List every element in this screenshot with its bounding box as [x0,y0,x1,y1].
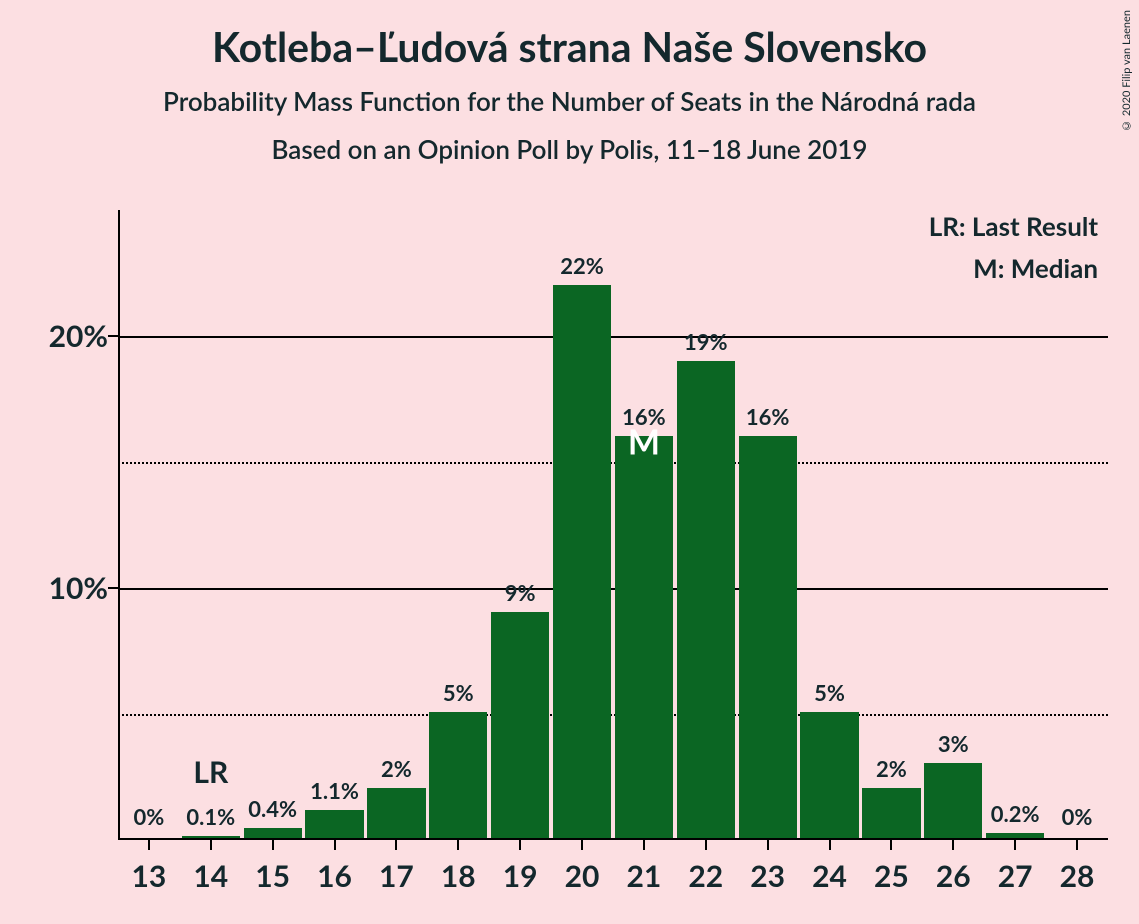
chart-container: Kotleba–Ľudová strana Naše Slovensko Pro… [0,0,1139,924]
bar-value-label: 0% [134,803,165,830]
x-axis-label: 21 [627,858,662,894]
x-axis-label: 24 [812,858,847,894]
x-tick [829,840,831,850]
bar-value-label: 0.1% [186,803,235,830]
x-axis-label: 14 [193,858,228,894]
copyright-text: © 2020 Filip van Laenen [1120,10,1133,132]
bar [800,712,858,838]
x-tick [1014,840,1016,850]
x-axis-line [118,838,1108,840]
legend-lr: LR: Last Result [929,210,1098,242]
x-tick [519,840,521,850]
y-axis-label: 20% [49,318,108,354]
x-tick [952,840,954,850]
bar [677,361,735,838]
bar-value-label: 0.2% [991,800,1040,827]
chart-subtitle: Probability Mass Function for the Number… [0,85,1139,117]
y-tick [108,587,118,589]
bar [182,836,240,839]
bar [986,833,1044,838]
bar-value-label: 5% [814,679,845,706]
legend: LR: Last Result M: Median [929,210,1098,294]
bar [305,810,363,838]
median-marker: M [628,422,660,463]
bar-value-label: 22% [560,252,604,279]
x-axis-label: 26 [936,858,971,894]
x-tick [148,840,150,850]
x-tick [395,840,397,850]
x-tick [210,840,212,850]
x-axis-label: 23 [750,858,785,894]
bar [615,436,673,838]
bar-value-label: 19% [684,328,728,355]
x-tick [705,840,707,850]
x-axis-label: 28 [1060,858,1095,894]
x-axis-label: 16 [317,858,352,894]
bar [429,712,487,838]
x-tick [334,840,336,850]
bar-value-label: 9% [505,579,536,606]
y-tick [108,335,118,337]
chart-title: Kotleba–Ľudová strana Naše Slovensko [0,0,1139,71]
bar-value-label: 2% [876,755,907,782]
bar-value-label: 16% [746,403,790,430]
bar-value-label: 1.1% [310,777,359,804]
x-axis-label: 18 [441,858,476,894]
bar [924,763,982,838]
x-axis-label: 17 [379,858,414,894]
x-tick [272,840,274,850]
bar-value-label: 3% [938,730,969,757]
bar [739,436,797,838]
x-axis-label: 19 [503,858,538,894]
bar [367,788,425,838]
bar [553,285,611,838]
y-axis-label: 10% [49,570,108,606]
x-tick [1076,840,1078,850]
gridline-minor [118,714,1108,716]
bar [862,788,920,838]
y-axis-line [118,210,120,840]
gridline-major [118,336,1108,338]
x-tick [643,840,645,850]
chart-source: Based on an Opinion Poll by Polis, 11–18… [0,133,1139,165]
bar [244,828,302,838]
bar-value-label: 0.4% [248,795,297,822]
lr-marker: LR [193,754,228,790]
x-tick [457,840,459,850]
x-axis-label: 27 [998,858,1033,894]
gridline-minor [118,462,1108,464]
x-axis-label: 20 [565,858,600,894]
x-axis-label: 25 [874,858,909,894]
bar-value-label: 0% [1062,803,1093,830]
x-axis-label: 22 [688,858,723,894]
x-axis-label: 15 [255,858,290,894]
gridline-major [118,588,1108,590]
bar-value-label: 5% [443,679,474,706]
bar-value-label: 2% [381,755,412,782]
plot-area: LR: Last Result M: Median 10%20%130%140.… [118,210,1108,840]
legend-median: M: Median [929,252,1098,284]
x-axis-label: 13 [132,858,167,894]
x-tick [890,840,892,850]
bar [491,612,549,838]
x-tick [767,840,769,850]
x-tick [581,840,583,850]
